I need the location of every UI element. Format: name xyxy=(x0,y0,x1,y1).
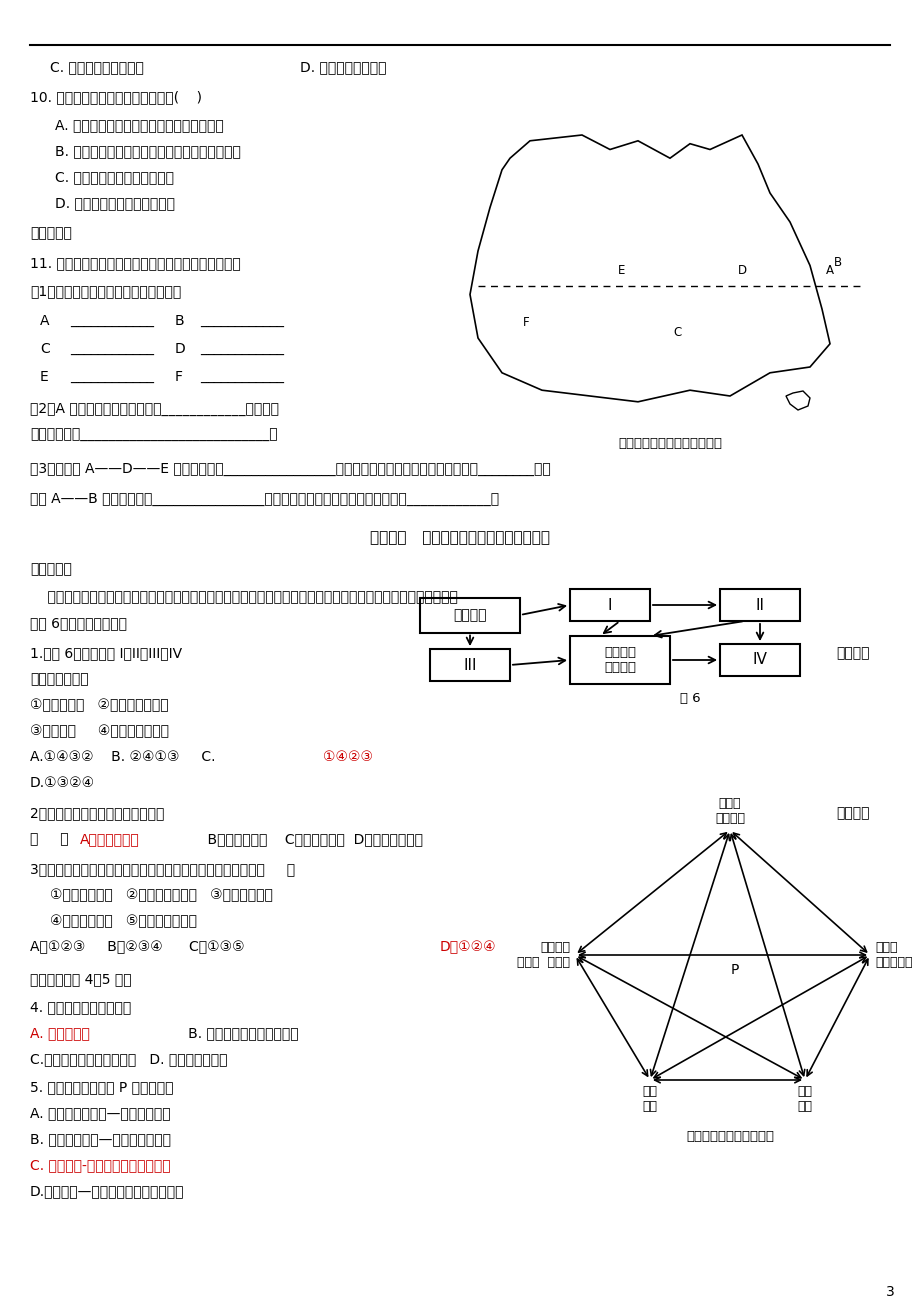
Text: 10. 关于自然带的叙述，不正确的是(    ): 10. 关于自然带的叙述，不正确的是( ) xyxy=(30,90,202,104)
Text: 读图 6，完成下列问题。: 读图 6，完成下列问题。 xyxy=(30,616,127,630)
Text: D.山区坡陡—河流湍急，水力资源丰富: D.山区坡陡—河流湍急，水力资源丰富 xyxy=(30,1184,185,1198)
Text: 湖泊周围
降水增多: 湖泊周围 降水增多 xyxy=(604,646,635,674)
Text: A、①②③     B、②③④      C、①③⑤: A、①②③ B、②③④ C、①③⑤ xyxy=(30,940,267,954)
Text: D.①③②④: D.①③②④ xyxy=(30,776,95,790)
Text: 5. 下列叙述中，属于 P 环节的是。: 5. 下列叙述中，属于 P 环节的是。 xyxy=(30,1079,174,1094)
Text: 澳大利亚大陆自然带分布简图: 澳大利亚大陆自然带分布简图 xyxy=(618,437,721,450)
FancyBboxPatch shape xyxy=(429,648,509,681)
Text: C.从沿海向内陆的分异规律   D. 垂直地带性规律: C.从沿海向内陆的分异规律 D. 垂直地带性规律 xyxy=(30,1052,227,1066)
Text: （2）A 自然带对应的气候类型是____________，该气候: （2）A 自然带对应的气候类型是____________，该气候 xyxy=(30,402,278,417)
FancyBboxPatch shape xyxy=(720,644,800,676)
Text: D、①②④: D、①②④ xyxy=(439,940,496,954)
Text: 图 6: 图 6 xyxy=(679,691,699,704)
Text: E: E xyxy=(40,370,49,384)
Text: ____________: ____________ xyxy=(70,314,153,328)
Text: IV: IV xyxy=(752,652,766,668)
Text: 某地区各自然要素关系图: 某地区各自然要素关系图 xyxy=(686,1130,773,1143)
Text: 3: 3 xyxy=(885,1285,894,1299)
FancyBboxPatch shape xyxy=(420,598,519,633)
Text: B. 地球上跨经度最多的自然带是亚寒带针叶林带: B. 地球上跨经度最多的自然带是亚寒带针叶林带 xyxy=(55,145,241,158)
Text: 然带 A——B 的变化体现了________________的地域分异规律，其影响的主导因素是____________。: 然带 A——B 的变化体现了________________的地域分异规律，其影… xyxy=(30,492,499,506)
Text: B、区域性特征    C、差异性特征  D、不稳定性特征: B、区域性特征 C、差异性特征 D、不稳定性特征 xyxy=(190,832,423,846)
Text: 11. 读澳大利亚大陆自然带分布简图，回答下列问题：: 11. 读澳大利亚大陆自然带分布简图，回答下列问题： xyxy=(30,256,241,270)
Text: （1）写出图中字母代表的自然带名称：: （1）写出图中字母代表的自然带名称： xyxy=(30,284,181,298)
Text: ④渔业产量下降   ⑤三角洲面积扩大: ④渔业产量下降 ⑤三角洲面积扩大 xyxy=(50,914,197,928)
Text: D: D xyxy=(737,264,745,277)
Text: 一、选择题: 一、选择题 xyxy=(30,562,72,575)
Text: C: C xyxy=(673,326,681,339)
Text: ____________: ____________ xyxy=(199,342,284,355)
Text: C. 高温多雨-有机质分解快，积累少: C. 高温多雨-有机质分解快，积累少 xyxy=(30,1157,170,1172)
Text: ____________: ____________ xyxy=(199,314,284,328)
Text: D: D xyxy=(175,342,186,355)
Text: A. 降水多集中夏季—河流有夏汛。: A. 降水多集中夏季—河流有夏汛。 xyxy=(30,1105,170,1120)
Text: II: II xyxy=(754,598,764,612)
Text: A.①④③②    B. ②④①③     C.: A.①④③② B. ②④①③ C. xyxy=(30,750,215,764)
Text: P: P xyxy=(730,963,738,976)
Text: B: B xyxy=(175,314,185,328)
Text: 3、阿斯旺大坝修建之后，对尼罗河河口地带来的负面影响有（     ）: 3、阿斯旺大坝修建之后，对尼罗河河口地带来的负面影响有（ ） xyxy=(30,862,295,876)
Text: 2、图中各要素之间的关系体现了地: 2、图中各要素之间的关系体现了地 xyxy=(30,806,165,820)
Text: A、整体性特征: A、整体性特征 xyxy=(80,832,140,846)
Text: 二、综合题: 二、综合题 xyxy=(30,227,72,240)
Text: ____________: ____________ xyxy=(70,342,153,355)
Text: B. 植被破坏严重—易形成红色沙漠: B. 植被破坏严重—易形成红色沙漠 xyxy=(30,1131,171,1146)
Text: F: F xyxy=(522,316,528,329)
Text: 亚热带
季风气候: 亚热带 季风气候 xyxy=(714,797,744,825)
Text: ①④②③: ①④②③ xyxy=(323,750,372,764)
Text: 红壤
贫瘠: 红壤 贫瘠 xyxy=(797,1085,811,1113)
Text: C. 非地带性因素的影响: C. 非地带性因素的影响 xyxy=(50,60,143,74)
Text: F: F xyxy=(175,370,183,384)
Text: 亚热带
常绿阔叶林: 亚热带 常绿阔叶林 xyxy=(874,941,912,969)
Text: 修建水库: 修建水库 xyxy=(453,608,486,622)
Text: C. 热带草原带在非洲分布最广: C. 热带草原带在非洲分布最广 xyxy=(55,171,174,184)
Text: D. 热带季雨林带在中国有分布: D. 热带季雨林带在中国有分布 xyxy=(55,197,175,210)
Text: ③蒸腾加强     ④植被覆盖率增大: ③蒸腾加强 ④植被覆盖率增大 xyxy=(30,724,169,738)
Text: A: A xyxy=(825,264,834,277)
Text: 理环境的: 理环境的 xyxy=(835,806,869,820)
Text: 强化练习   自然地理环境的整体性与差异性: 强化练习 自然地理环境的整体性与差异性 xyxy=(369,530,550,546)
Text: ①土壤肥力下降   ②产生土壤盐碱化   ③洪涝灾害加剧: ①土壤肥力下降 ②产生土壤盐碱化 ③洪涝灾害加剧 xyxy=(50,888,273,902)
Text: A. 整体性特征: A. 整体性特征 xyxy=(30,1026,90,1040)
Text: III: III xyxy=(463,658,476,673)
Text: 河流众多
有夏汛  富水力: 河流众多 有夏汛 富水力 xyxy=(516,941,570,969)
Text: 类型的成因是___________________________。: 类型的成因是___________________________。 xyxy=(30,428,278,441)
Text: 4. 该图反映了地理环境的: 4. 该图反映了地理环境的 xyxy=(30,1000,131,1014)
Text: 人类活动会导致某些自然要素的变化，进而带动其它要素的变化，其中水是比较容易受，人类干扰的自然要素。: 人类活动会导致某些自然要素的变化，进而带动其它要素的变化，其中水是比较容易受，人… xyxy=(30,590,458,604)
FancyBboxPatch shape xyxy=(570,635,669,684)
Text: 相应内容: 相应内容 xyxy=(835,646,869,660)
Text: ①土壤水增多   ②库区蒸发量增大: ①土壤水增多 ②库区蒸发量增大 xyxy=(30,698,168,712)
Text: E: E xyxy=(618,264,625,277)
Text: I: I xyxy=(607,598,611,612)
Text: （     ）: （ ） xyxy=(30,832,69,846)
Text: B. 从赤道向两极的分异规律: B. 从赤道向两极的分异规律 xyxy=(140,1026,299,1040)
Text: 读下图，回答 4～5 题。: 读下图，回答 4～5 题。 xyxy=(30,973,131,986)
Text: C: C xyxy=(40,342,50,355)
Text: A: A xyxy=(40,314,50,328)
Text: 低山
丘陵: 低山 丘陵 xyxy=(641,1085,657,1113)
Text: D. 沿经线方向的分异: D. 沿经线方向的分异 xyxy=(300,60,386,74)
Text: （3）自然带 A——D——E 的变化体现了________________的地域分异规律，其影响的主导因素是________；自: （3）自然带 A——D——E 的变化体现了________________的地域… xyxy=(30,462,550,477)
Text: B: B xyxy=(833,255,841,268)
FancyBboxPatch shape xyxy=(720,589,800,621)
Text: ____________: ____________ xyxy=(199,370,284,384)
Text: 1.读图 6，判断方框 I、II、III、IV: 1.读图 6，判断方框 I、II、III、IV xyxy=(30,646,182,660)
Text: ____________: ____________ xyxy=(70,370,153,384)
FancyBboxPatch shape xyxy=(570,589,650,621)
Text: 的排序正确的是: 的排序正确的是 xyxy=(30,672,88,686)
Text: A. 除南极洲外，各大洲均有亚热带硬叶林带: A. 除南极洲外，各大洲均有亚热带硬叶林带 xyxy=(55,118,223,132)
